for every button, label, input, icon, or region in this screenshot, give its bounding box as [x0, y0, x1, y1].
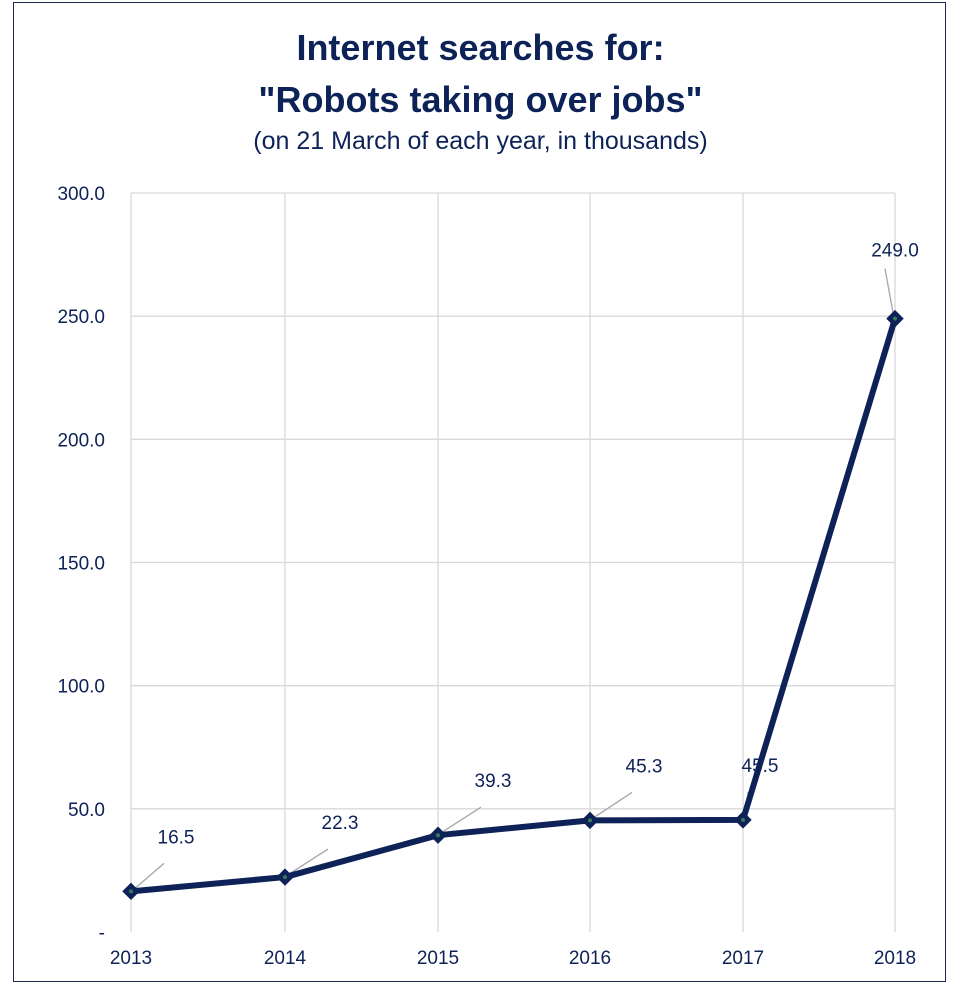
chart-title-line2: "Robots taking over jobs" — [258, 79, 703, 120]
data-marker-center — [283, 875, 287, 880]
data-label: 39.3 — [475, 771, 512, 792]
y-tick-label: 150.0 — [57, 554, 105, 575]
label-leader-line — [441, 806, 482, 833]
x-tick-label: 2017 — [722, 948, 764, 969]
data-label-leaders — [134, 268, 894, 889]
y-tick-label: 200.0 — [57, 430, 105, 451]
label-leader-line — [884, 268, 894, 313]
x-tick-label: 2014 — [264, 948, 307, 969]
chart-title-line1: Internet searches for: — [296, 27, 665, 68]
chart-frame — [13, 2, 946, 982]
x-tick-label: 2018 — [874, 948, 916, 969]
data-label: 45.5 — [742, 756, 779, 777]
data-label: 16.5 — [158, 827, 195, 848]
data-markers — [122, 309, 904, 901]
series-line-path — [128, 315, 898, 895]
data-label: 45.3 — [626, 756, 663, 777]
y-tick-label: - — [99, 923, 105, 944]
data-marker-center — [129, 889, 133, 894]
data-label: 22.3 — [322, 813, 359, 834]
y-tick-label: 50.0 — [68, 800, 105, 821]
series-line — [128, 315, 898, 895]
data-labels: 16.5 22.3 39.3 45.3 45.5 249.0 — [158, 241, 919, 849]
y-tick-label: 100.0 — [57, 677, 105, 698]
x-tick-label: 2013 — [110, 948, 152, 969]
y-tick-label: 300.0 — [57, 184, 105, 205]
data-marker-center — [741, 817, 745, 822]
chart-subtitle: (on 21 March of each year, in thousands) — [253, 127, 708, 155]
x-axis-ticks: 2013 2014 2015 2016 2017 2018 — [110, 948, 916, 969]
data-label: 249.0 — [871, 241, 919, 262]
y-axis-ticks: - 50.0 100.0 150.0 200.0 250.0 300.0 — [57, 184, 105, 944]
label-leader-line — [288, 848, 329, 875]
x-tick-label: 2016 — [569, 948, 611, 969]
data-marker-center — [588, 818, 592, 823]
x-tick-label: 2015 — [417, 948, 459, 969]
data-marker-center — [436, 833, 440, 838]
data-marker-center — [893, 316, 897, 321]
y-tick-label: 250.0 — [57, 307, 105, 328]
label-leader-line — [134, 862, 165, 889]
label-leader-line — [593, 791, 633, 818]
gridlines — [130, 192, 896, 932]
